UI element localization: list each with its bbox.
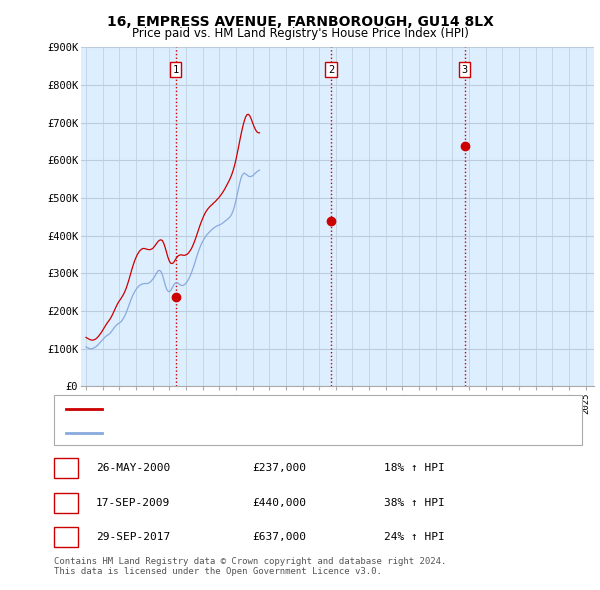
Text: £637,000: £637,000	[252, 532, 306, 542]
Text: 26-MAY-2000: 26-MAY-2000	[96, 464, 170, 473]
Text: 16, EMPRESS AVENUE, FARNBOROUGH, GU14 8LX (detached house): 16, EMPRESS AVENUE, FARNBOROUGH, GU14 8L…	[108, 404, 449, 414]
Text: HPI: Average price, detached house, Rushmoor: HPI: Average price, detached house, Rush…	[108, 428, 367, 438]
Text: 2: 2	[328, 65, 334, 75]
Text: 24% ↑ HPI: 24% ↑ HPI	[384, 532, 445, 542]
Text: £440,000: £440,000	[252, 498, 306, 507]
Text: 3: 3	[461, 65, 468, 75]
Text: 29-SEP-2017: 29-SEP-2017	[96, 532, 170, 542]
Text: Price paid vs. HM Land Registry's House Price Index (HPI): Price paid vs. HM Land Registry's House …	[131, 27, 469, 40]
Text: 16, EMPRESS AVENUE, FARNBOROUGH, GU14 8LX: 16, EMPRESS AVENUE, FARNBOROUGH, GU14 8L…	[107, 15, 493, 29]
Text: Contains HM Land Registry data © Crown copyright and database right 2024.
This d: Contains HM Land Registry data © Crown c…	[54, 557, 446, 576]
Text: 3: 3	[62, 532, 70, 542]
Text: 18% ↑ HPI: 18% ↑ HPI	[384, 464, 445, 473]
Text: 17-SEP-2009: 17-SEP-2009	[96, 498, 170, 507]
Text: 1: 1	[62, 464, 70, 473]
Text: 2: 2	[62, 498, 70, 507]
Text: 1: 1	[172, 65, 179, 75]
Text: £237,000: £237,000	[252, 464, 306, 473]
Text: 38% ↑ HPI: 38% ↑ HPI	[384, 498, 445, 507]
